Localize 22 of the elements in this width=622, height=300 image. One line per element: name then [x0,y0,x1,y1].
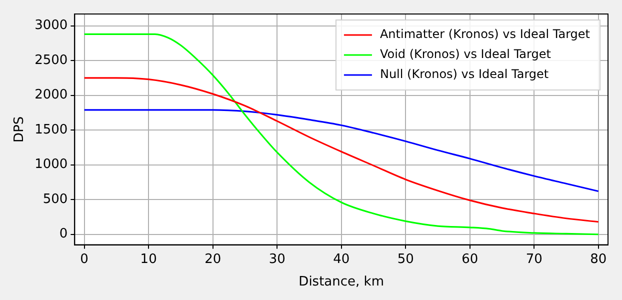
line-series [84,109,600,192]
y-tick-label: 1500 [34,122,68,138]
y-axis-title: DPS [12,116,28,142]
legend-label: Antimatter (Kronos) vs Ideal Target [380,27,590,42]
x-tick-label: 60 [462,252,478,267]
y-tick-label: 1000 [34,157,68,172]
y-tick-label: 2500 [34,52,68,68]
x-axis-title: Distance, km [298,274,384,290]
y-tick-label: 3000 [34,18,68,34]
x-tick-label: 20 [204,252,222,267]
x-tick-label: 50 [397,252,414,267]
x-tick-label: 10 [140,252,157,267]
legend-label: Null (Kronos) vs Ideal Target [380,67,549,82]
x-tick-label: 40 [333,252,350,267]
x-tick-label: 80 [590,252,607,267]
y-tick-label: 0 [59,226,68,242]
x-tick-label: 30 [268,252,286,267]
legend-label: Void (Kronos) vs Ideal Target [380,47,552,62]
x-tick-label: 0 [80,252,88,267]
x-tick-label: 70 [526,252,542,267]
y-tick-label: 2000 [34,88,68,103]
y-tick-label: 500 [42,192,68,207]
